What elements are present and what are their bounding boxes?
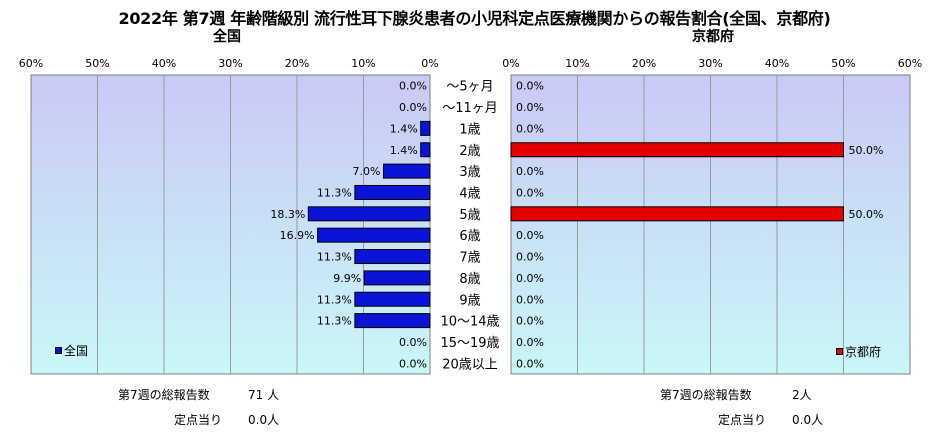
- category-label: 4歳: [459, 186, 480, 201]
- national-per-label: 定点当り: [174, 413, 223, 427]
- national-tick-label: 0%: [421, 57, 438, 70]
- national-value-label: 11.3%: [317, 293, 352, 306]
- kyoto-value-label: 0.0%: [516, 315, 544, 328]
- kyoto-value-label: 0.0%: [516, 165, 544, 178]
- right-panel-label: 京都府: [692, 29, 734, 45]
- kyoto-legend: 京都府: [836, 343, 881, 360]
- national-value-label: 0.0%: [399, 80, 427, 93]
- kyoto-tick-label: 40%: [765, 57, 789, 70]
- national-value-label: 1.4%: [390, 122, 418, 135]
- national-legend-label: 全国: [64, 344, 89, 358]
- national-total-value: 71 人: [248, 388, 280, 402]
- national-bar: [354, 184, 431, 200]
- kyoto-tick-label: 10%: [565, 57, 589, 70]
- kyoto-value-label: 0.0%: [516, 357, 544, 370]
- kyoto-value-label: 0.0%: [516, 272, 544, 285]
- category-label: 10～14歳: [440, 315, 499, 330]
- category-label: 5歳: [459, 208, 480, 223]
- category-label: 9歳: [459, 293, 480, 308]
- kyoto-legend-swatch: [836, 348, 843, 355]
- national-value-label: 16.9%: [280, 229, 315, 242]
- national-value-label: 9.9%: [333, 272, 361, 285]
- kyoto-per-label: 定点当り: [718, 413, 767, 427]
- category-label: 6歳: [459, 229, 480, 244]
- national-panel: 60% 50% 40% 30% 20% 10% 0% 0.0% 0.0% 1.4% 1.4% 7.0%…: [19, 57, 439, 375]
- kyoto-tick-label: 0%: [502, 57, 519, 70]
- kyoto-bar: [510, 142, 844, 158]
- national-tick-label: 30%: [218, 57, 242, 70]
- national-value-label: 1.4%: [390, 144, 418, 157]
- national-value-label: 18.3%: [270, 208, 305, 221]
- kyoto-value-label: 0.0%: [516, 251, 544, 264]
- age-category-labels: ～5ヶ月 ～11ヶ月 1歳 2歳 3歳 4歳 5歳 6歳 7歳 8歳 9歳 10～14歳 15～19歳 2…: [440, 80, 499, 373]
- national-bar: [420, 142, 431, 158]
- category-label: 3歳: [459, 165, 480, 180]
- kyoto-value-label: 50.0%: [849, 144, 884, 157]
- kyoto-tick-label: 30%: [698, 57, 722, 70]
- national-bar: [354, 291, 431, 307]
- kyoto-panel: 0% 10% 20% 30% 40% 50% 60% 0.0% 0.0% 0.0% 50.0% 0.0…: [502, 57, 922, 375]
- left-panel-label: 全国: [213, 29, 241, 45]
- national-tick-label: 20%: [285, 57, 309, 70]
- national-value-label: 11.3%: [317, 315, 352, 328]
- national-tick-label: 50%: [85, 57, 109, 70]
- category-label: 20歳以上: [442, 357, 498, 372]
- kyoto-value-label: 0.0%: [516, 80, 544, 93]
- national-value-label: 0.0%: [399, 336, 427, 349]
- category-label: ～11ヶ月: [442, 101, 498, 116]
- national-bar: [420, 120, 431, 136]
- kyoto-value-label: 0.0%: [516, 293, 544, 306]
- kyoto-tick-label: 50%: [831, 57, 855, 70]
- national-legend: 全国: [55, 342, 88, 359]
- category-label: 8歳: [459, 272, 480, 287]
- national-per-value: 0.0人: [248, 413, 280, 427]
- national-legend-swatch: [55, 347, 62, 354]
- national-bar: [317, 227, 431, 243]
- kyoto-bar: [510, 206, 844, 222]
- kyoto-total-value: 2人: [792, 388, 812, 402]
- chart-title: 2022年 第7週 年齢階級別 流行性耳下腺炎患者の小児科定点医療機関からの報告…: [118, 9, 831, 28]
- national-bar: [382, 163, 431, 179]
- national-value-label: 11.3%: [317, 251, 352, 264]
- kyoto-legend-label: 京都府: [845, 345, 882, 359]
- national-value-label: 0.0%: [399, 357, 427, 370]
- kyoto-value-label: 0.0%: [516, 186, 544, 199]
- kyoto-value-label: 0.0%: [516, 122, 544, 135]
- category-label: ～5ヶ月: [446, 80, 493, 95]
- national-tick-label: 10%: [351, 57, 375, 70]
- kyoto-total-label: 第7週の総報告数: [660, 388, 752, 402]
- national-bar: [307, 206, 431, 222]
- kyoto-value-label: 0.0%: [516, 336, 544, 349]
- national-bar: [354, 249, 431, 265]
- national-value-label: 0.0%: [399, 101, 427, 114]
- national-bar: [363, 270, 431, 286]
- category-label: 15～19歳: [440, 336, 499, 351]
- national-tick-label: 60%: [19, 57, 43, 70]
- category-label: 2歳: [459, 144, 480, 159]
- kyoto-value-label: 0.0%: [516, 101, 544, 114]
- kyoto-value-label: 0.0%: [516, 229, 544, 242]
- kyoto-tick-label: 60%: [898, 57, 922, 70]
- kyoto-tick-label: 20%: [632, 57, 656, 70]
- national-total-label: 第7週の総報告数: [118, 388, 210, 402]
- kyoto-value-label: 50.0%: [849, 208, 884, 221]
- national-bar: [354, 313, 431, 329]
- kyoto-per-value: 0.0人: [792, 413, 824, 427]
- category-label: 1歳: [459, 122, 480, 137]
- national-value-label: 7.0%: [352, 165, 380, 178]
- category-label: 7歳: [459, 251, 480, 266]
- national-value-label: 11.3%: [317, 186, 352, 199]
- national-tick-label: 40%: [152, 57, 176, 70]
